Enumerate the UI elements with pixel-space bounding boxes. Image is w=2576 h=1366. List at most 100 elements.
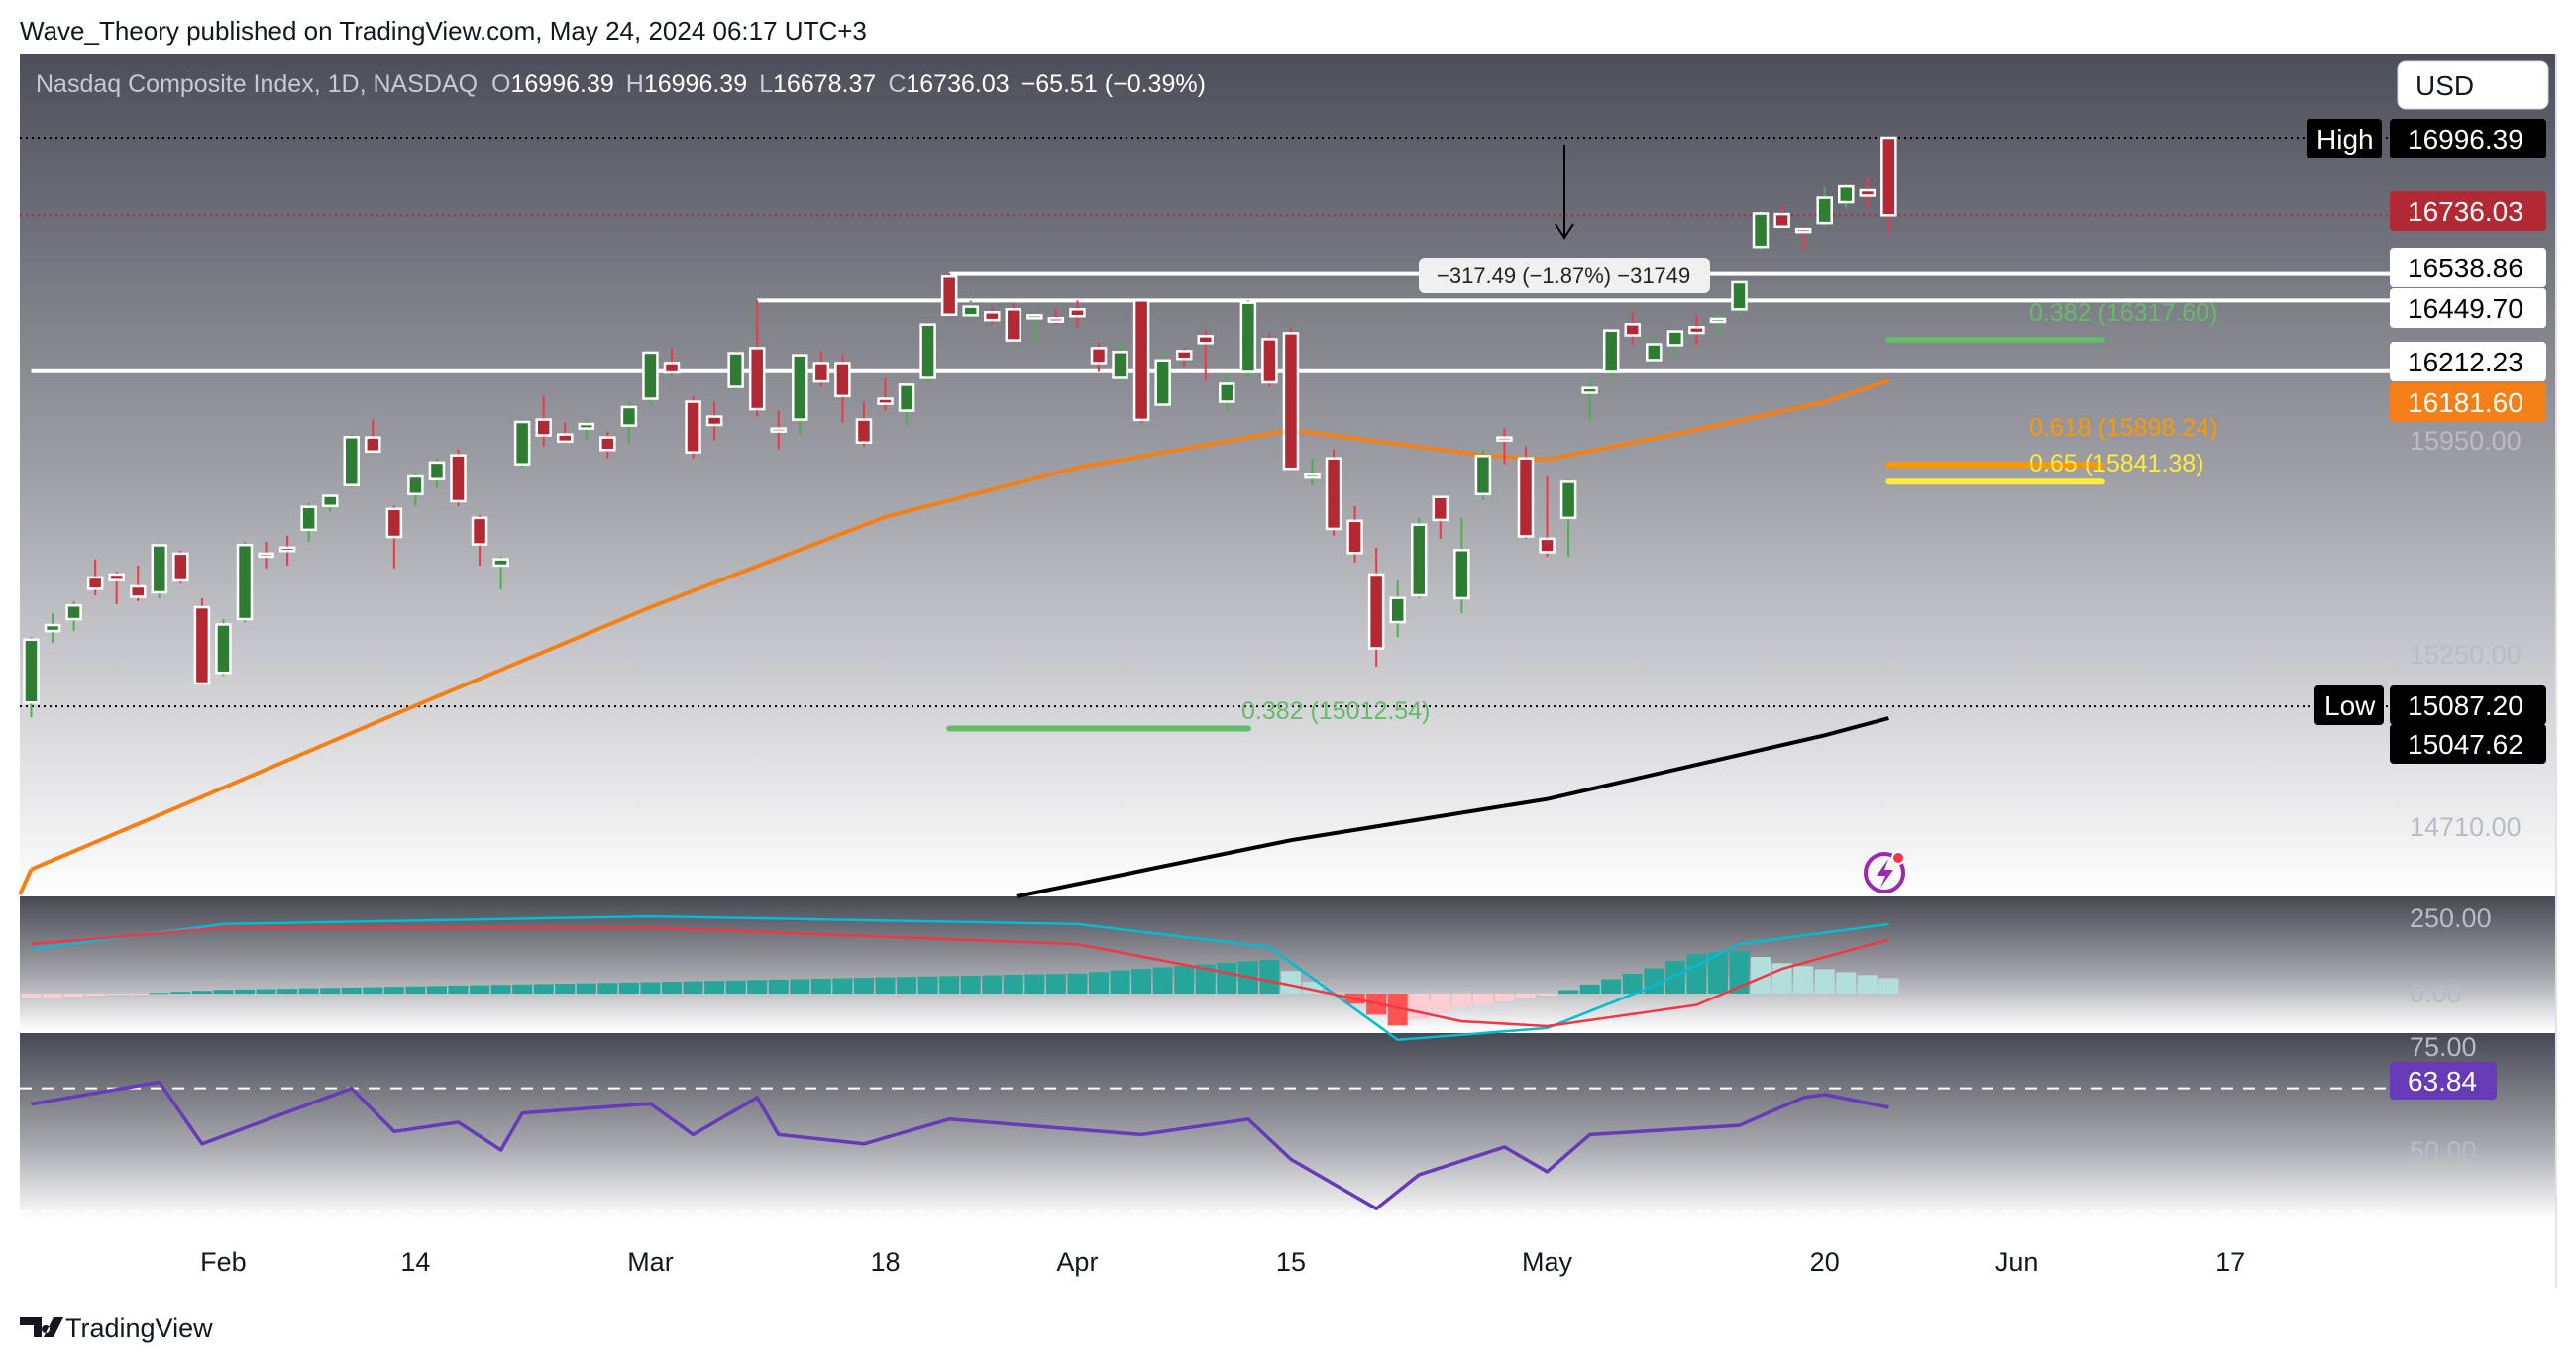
rsi-pane[interactable]: [20, 1033, 2556, 1219]
candle: [278, 535, 296, 566]
macd-histogram-bar: [63, 994, 84, 998]
macd-histogram-bar: [1664, 961, 1685, 994]
candle: [685, 395, 701, 459]
candle: [23, 637, 40, 718]
candle-body: [44, 623, 61, 633]
candle-body: [1646, 343, 1663, 362]
tradingview-logo[interactable]: TradingView: [20, 1313, 213, 1343]
macd-histogram-bar: [1814, 969, 1835, 994]
candle: [1602, 329, 1620, 378]
candle-body: [1517, 457, 1535, 538]
candle: [919, 323, 936, 384]
macd-histogram-bar: [1409, 994, 1430, 1020]
time-axis-label: 14: [400, 1247, 430, 1277]
macd-histogram-bar: [1707, 952, 1728, 994]
macd-layer: [21, 914, 1899, 1042]
legend-open: 16996.39: [511, 70, 614, 98]
candle: [748, 300, 766, 417]
candle: [1539, 475, 1556, 557]
candle: [108, 571, 125, 605]
sma200-value: 15047.62: [2408, 729, 2523, 760]
currency-button[interactable]: USD: [2397, 60, 2549, 110]
macd-histogram-bar: [1878, 978, 1899, 994]
macd-histogram-bar: [1793, 966, 1814, 994]
macd-histogram-bar: [640, 982, 661, 994]
candle-body: [1773, 212, 1790, 228]
candle: [321, 493, 339, 512]
candle-body: [557, 433, 574, 444]
candle-body: [1880, 136, 1897, 217]
macd-histogram-bar: [363, 987, 383, 994]
measure-label[interactable]: −317.49 (−1.87%) −31749: [1419, 258, 1710, 293]
candle: [1859, 178, 1877, 209]
candle-body: [385, 507, 403, 539]
macd-histogram-bar: [1174, 965, 1195, 994]
macd-histogram-bar: [1024, 974, 1045, 994]
price-axis[interactable]: 15950.00 15250.00 14710.00 High 16996.39…: [2307, 119, 2546, 842]
macd-histogram-bar: [1451, 994, 1472, 1007]
candle: [940, 273, 958, 316]
legend-close-label: C: [888, 70, 906, 98]
candle-body: [471, 516, 488, 546]
legend-high: 16996.39: [644, 70, 747, 98]
candle: [1517, 446, 1535, 539]
time-axis-label: Feb: [200, 1247, 247, 1277]
candle: [1496, 428, 1513, 465]
candle: [663, 348, 681, 375]
candle-body: [1026, 314, 1043, 320]
time-axis[interactable]: Feb 14 Mar 18 Apr 15 May 20 Jun 17: [200, 1247, 2245, 1277]
rsi-axis[interactable]: 75.00 63.84 50.00: [2390, 1032, 2497, 1166]
macd-histogram-bar: [1601, 979, 1622, 994]
candle: [450, 449, 467, 506]
candle: [1411, 517, 1428, 598]
candle-body: [1132, 299, 1150, 422]
candle-body: [855, 418, 873, 444]
symbol-legend: Nasdaq Composite Index, 1D, NASDAQ O16996…: [36, 70, 1206, 98]
candle: [1794, 226, 1812, 251]
macd-pane[interactable]: [20, 896, 2556, 1031]
macd-histogram-bar: [1751, 957, 1771, 994]
sma50-line: [30, 378, 1890, 872]
candle: [1816, 187, 1833, 227]
macd-histogram-bar: [939, 976, 960, 994]
candle-body: [1325, 457, 1342, 531]
rsi-tick: 75.00: [2410, 1032, 2477, 1062]
macd-histogram-bar: [1217, 962, 1237, 994]
rsi-line: [31, 1080, 1889, 1210]
candle-body: [1474, 455, 1492, 496]
candle: [1731, 279, 1748, 316]
macd-axis[interactable]: 250.00 0.00: [2410, 903, 2492, 1008]
macd-histogram-bar: [85, 994, 106, 997]
moving-averages-layer: [18, 378, 1890, 898]
macd-histogram-bar: [106, 994, 127, 996]
macd-histogram-bar: [383, 987, 404, 994]
measure-arrow[interactable]: [1555, 145, 1574, 240]
candle: [1112, 339, 1128, 381]
candle-body: [1731, 280, 1748, 311]
candle-body: [1688, 326, 1705, 335]
candle: [1581, 377, 1598, 420]
candle-body: [1175, 350, 1193, 361]
macd-histogram-bar: [875, 977, 896, 994]
macd-histogram-bar: [1537, 994, 1557, 996]
macd-histogram-bar: [1131, 969, 1152, 994]
replay-lightning-icon[interactable]: [1864, 851, 1905, 893]
macd-histogram-bar: [1387, 994, 1408, 1026]
candle: [705, 401, 723, 441]
candle: [1559, 478, 1577, 557]
candle-body: [193, 605, 211, 685]
macd-histogram-bar: [43, 994, 63, 998]
candle-body: [1389, 596, 1406, 624]
candle: [1773, 205, 1790, 230]
candle: [1666, 330, 1684, 358]
macd-histogram-bar: [1302, 982, 1323, 994]
macd-histogram-bar: [320, 988, 341, 994]
rsi-layer: [20, 1080, 2398, 1213]
macd-histogram-bar: [1089, 972, 1109, 994]
candle: [877, 377, 894, 411]
macd-histogram-bar: [1836, 972, 1857, 994]
candle-body: [1367, 573, 1385, 650]
candle-body: [1261, 338, 1278, 384]
macd-histogram-bar: [747, 980, 768, 994]
